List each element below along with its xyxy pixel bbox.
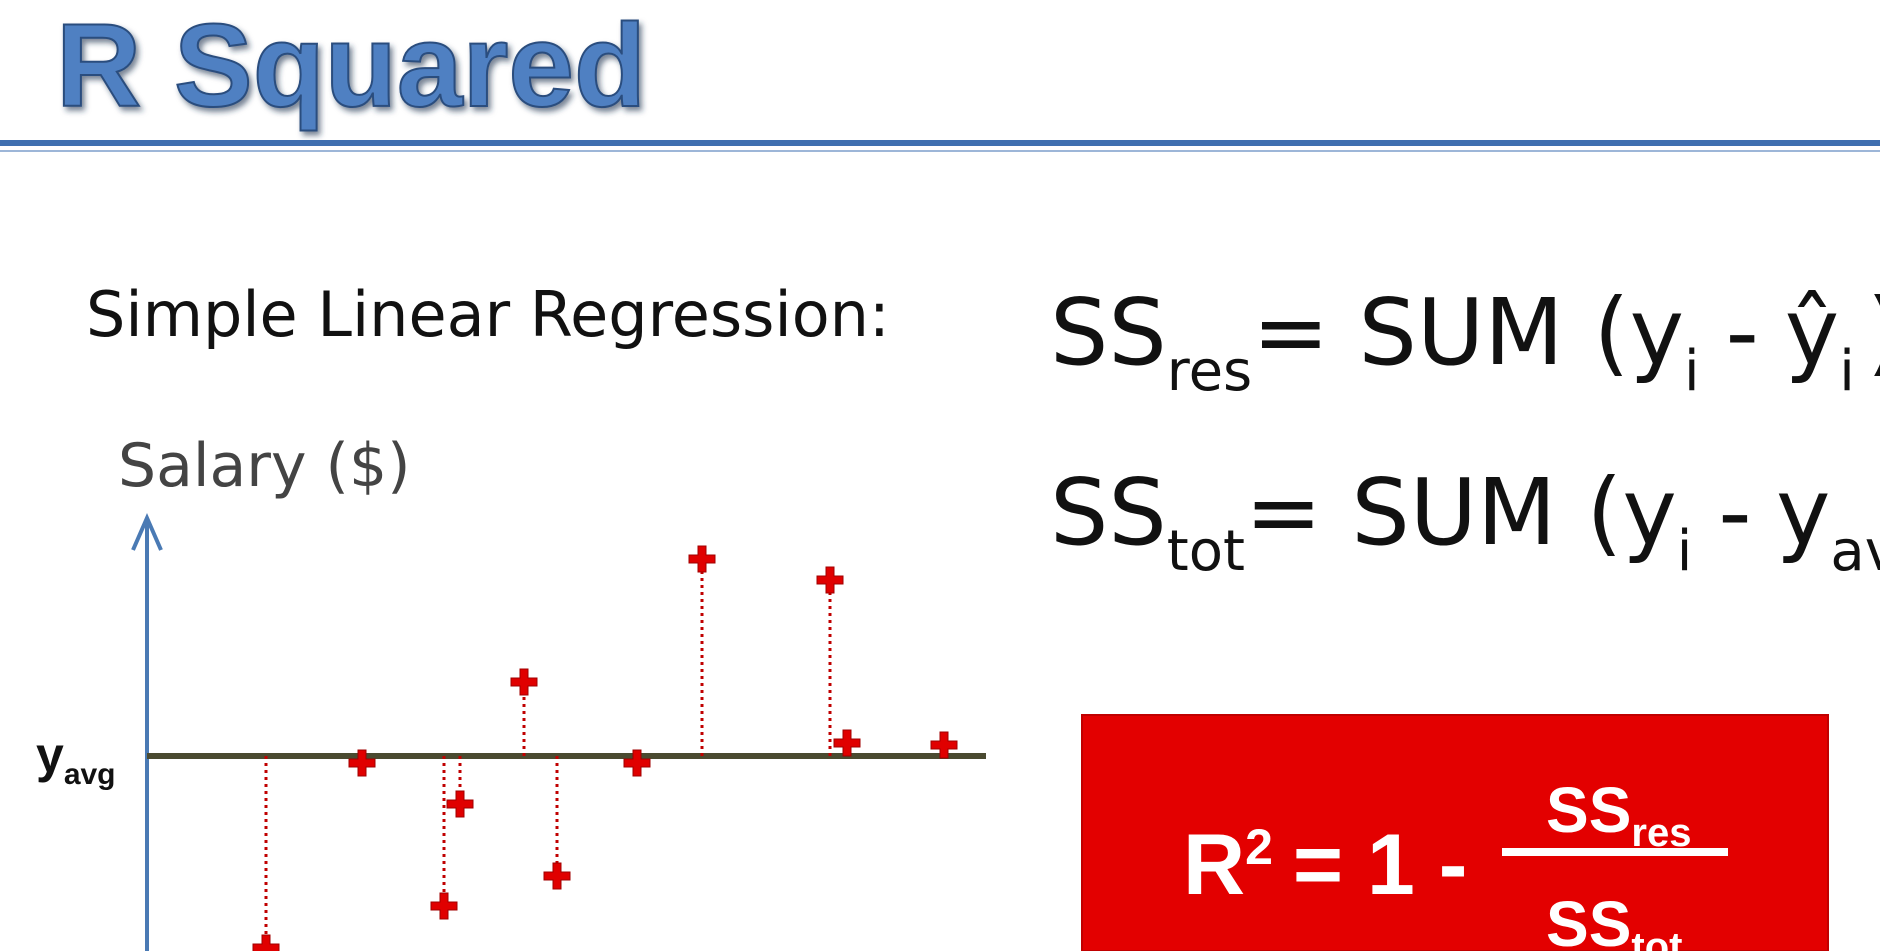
point-marker [930, 731, 958, 759]
formula-op: = SUM [1245, 459, 1556, 566]
point-marker [688, 545, 716, 573]
numerator: SSres [1546, 774, 1691, 855]
formula-open-sub: i [1684, 339, 1700, 404]
r-power: 2 [1245, 819, 1273, 875]
r-op: = 1 - [1293, 817, 1467, 913]
formula-minus: - [1726, 279, 1759, 386]
point-marker [430, 892, 458, 920]
formula-lhs-sub: res [1167, 339, 1252, 404]
point-marker [348, 749, 376, 777]
formula-open: (y [1594, 279, 1684, 386]
y-axis-arrow [131, 513, 163, 551]
numerator-base: SS [1546, 774, 1631, 846]
r-base: R [1183, 817, 1245, 913]
formula-ss-res: SSres= SUM(yi-ŷi)2 [1050, 279, 1880, 404]
diagram-heading: Simple Linear Regression: [86, 278, 890, 351]
point-marker [816, 566, 844, 594]
average-label-base: y [36, 727, 64, 783]
formula-op: = SUM [1252, 279, 1563, 386]
formula-term: y [1776, 459, 1830, 566]
formula-ss-tot: SStot= SUM(yi-yavg)2 [1050, 459, 1880, 584]
denominator: SStot [1546, 888, 1682, 951]
point-marker [543, 862, 571, 890]
y-axis-label: Salary ($) [118, 431, 411, 501]
point-marker [252, 934, 280, 951]
formula-lhs-sub: tot [1167, 519, 1245, 584]
formula-term-sub: avg [1830, 519, 1880, 584]
formula-minus: - [1718, 459, 1750, 566]
r-squared-box [1081, 714, 1829, 951]
formula-open: (y [1586, 459, 1676, 566]
plot [131, 513, 986, 951]
formula-lhs: SS [1050, 279, 1167, 386]
formula-term: ŷ [1785, 279, 1839, 386]
slide-title: R Squared [56, 0, 646, 132]
formula-term-sub: i [1839, 339, 1855, 404]
numerator-sub: res [1631, 811, 1691, 855]
point-marker [833, 729, 861, 757]
point-marker [510, 668, 538, 696]
r-squared-lhs: R2 = 1 - [1183, 817, 1467, 913]
average-label-sub: avg [64, 758, 116, 791]
point-marker [623, 749, 651, 777]
denominator-base: SS [1546, 888, 1631, 951]
average-label: yavg [36, 727, 116, 791]
formula-open-sub: i [1677, 519, 1693, 584]
formula-lhs: SS [1050, 459, 1167, 566]
point-marker [446, 790, 474, 818]
denominator-sub: tot [1631, 925, 1682, 951]
formula-close: ) [1867, 279, 1880, 386]
